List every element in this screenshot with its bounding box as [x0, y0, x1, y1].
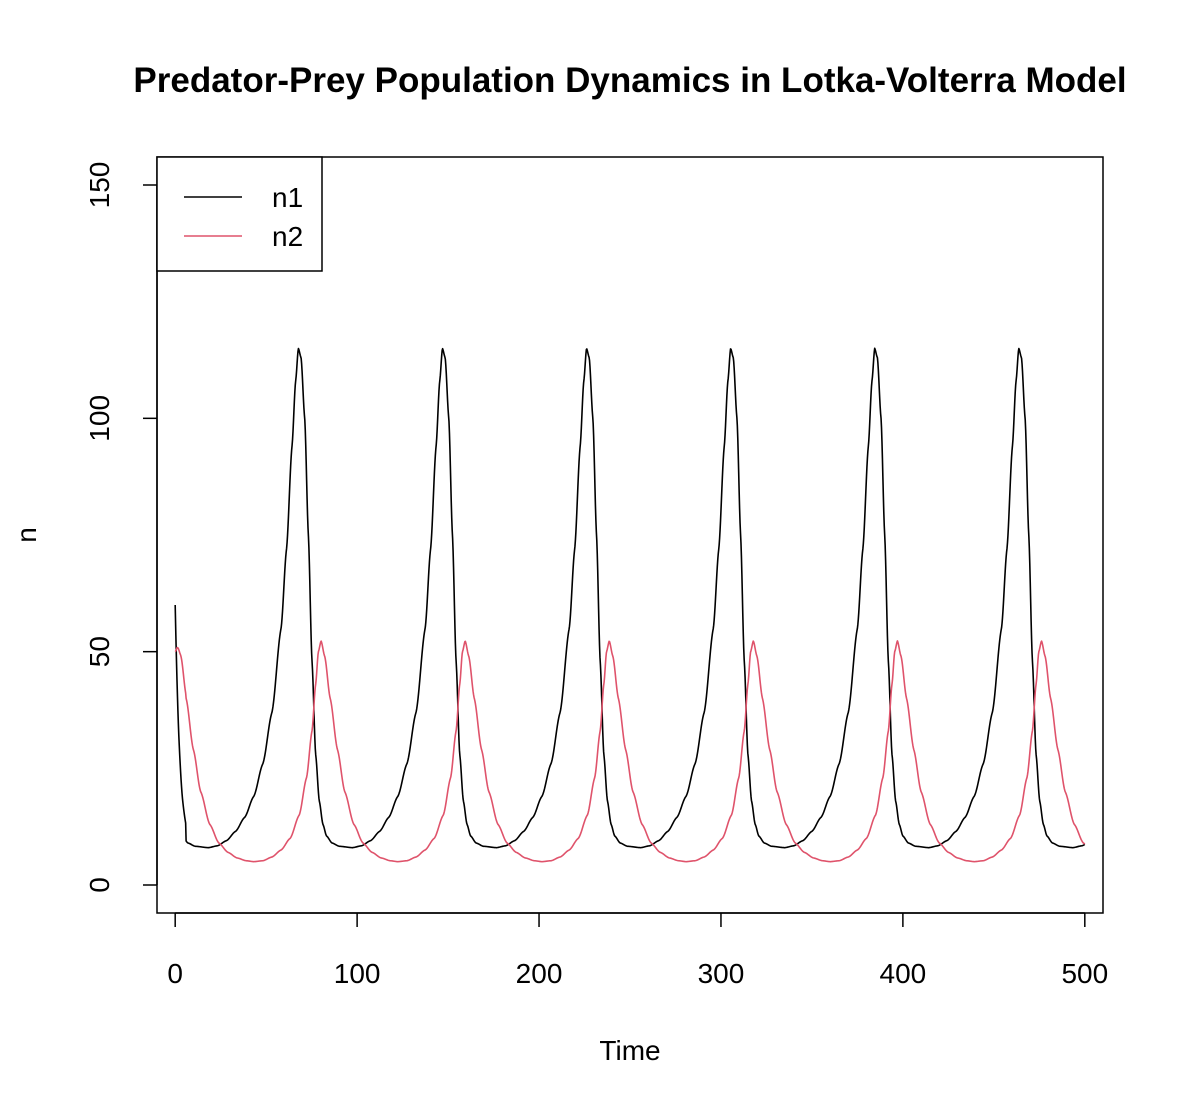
y-tick-label: 50 [84, 636, 115, 667]
y-axis: 0 50 100 150 [84, 162, 158, 893]
legend-label-n1: n1 [272, 182, 303, 213]
series-line-n1 [174, 347, 1086, 849]
x-tick-label: 200 [516, 958, 563, 989]
legend: n1 n2 [156, 156, 323, 272]
y-axis-label: n [11, 527, 42, 543]
series-layer [174, 347, 1086, 863]
y-tick-label: 150 [84, 162, 115, 209]
series-line-n2 [174, 640, 1086, 863]
x-axis: 0 100 200 300 400 500 [167, 912, 1108, 989]
y-tick-label: 0 [84, 877, 115, 893]
x-tick-label: 400 [880, 958, 927, 989]
x-tick-label: 300 [698, 958, 745, 989]
x-tick-label: 0 [167, 958, 183, 989]
y-tick-label: 100 [84, 395, 115, 442]
legend-label-n2: n2 [272, 221, 303, 252]
x-tick-label: 500 [1061, 958, 1108, 989]
x-tick-label: 100 [334, 958, 381, 989]
x-axis-label: Time [599, 1035, 660, 1066]
chart-title: Predator-Prey Population Dynamics in Lot… [133, 61, 1126, 100]
legend-box [156, 156, 323, 272]
